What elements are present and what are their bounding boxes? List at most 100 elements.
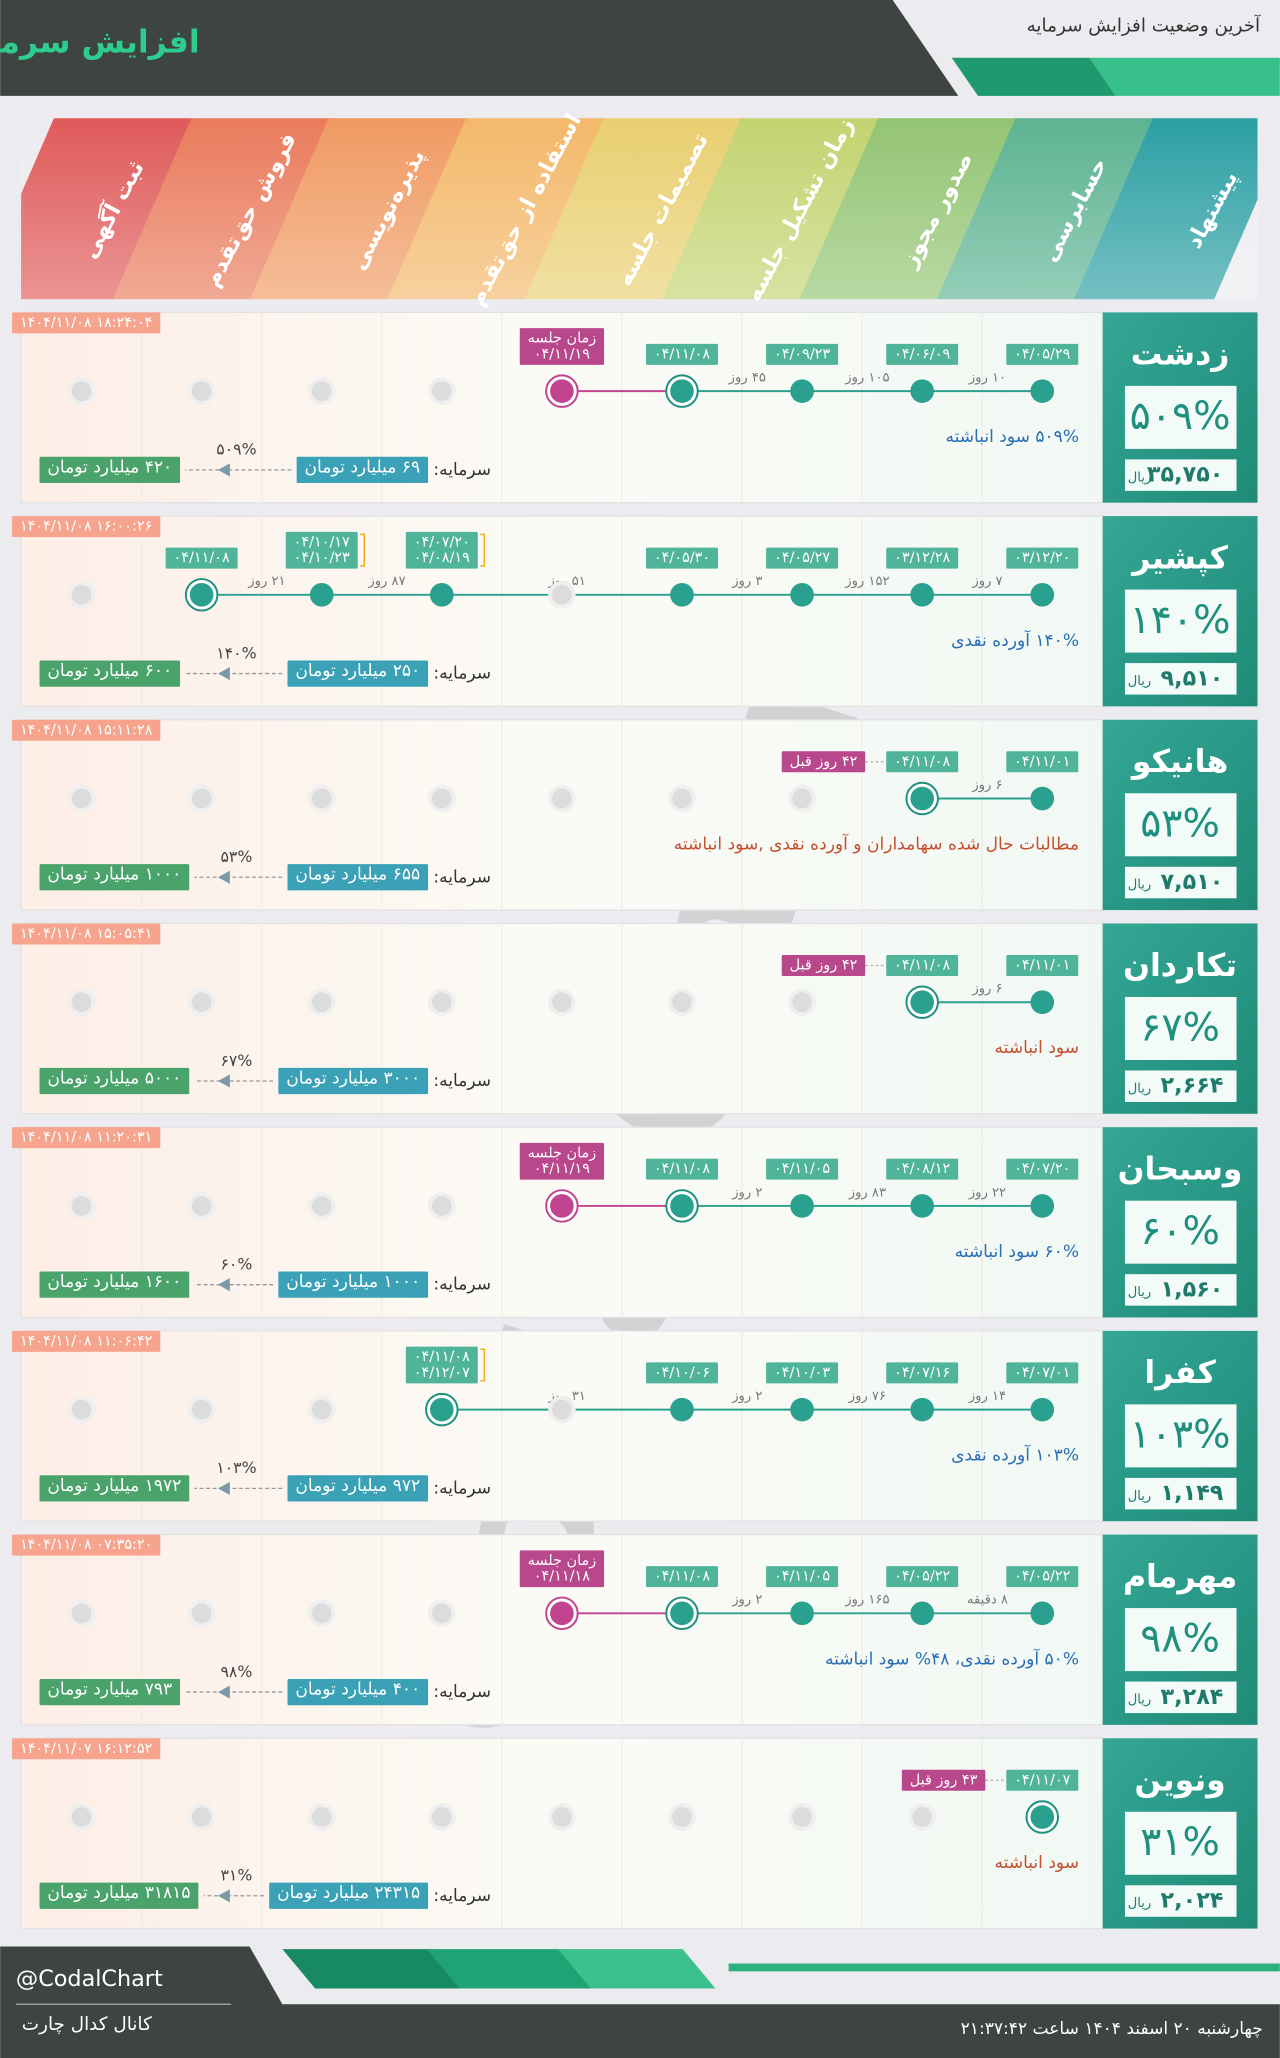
date-tag bbox=[646, 1362, 718, 1384]
ago-tag-text: ۴۲ روز قبل bbox=[790, 957, 858, 973]
capital-change: ۵۰۹% bbox=[216, 440, 256, 459]
company-price: ۹,۵۱۰ bbox=[1161, 665, 1224, 691]
company-price: ۳۵,۷۵۰ bbox=[1147, 462, 1224, 488]
description: سود انباشته bbox=[995, 1038, 1079, 1058]
date-tag-text: ۰۴/۰۵/۲۲ bbox=[894, 1569, 950, 1585]
gap-label: ۱۴ روز bbox=[968, 1389, 1006, 1404]
step-empty bbox=[428, 377, 456, 405]
capital-label: سرمایه: bbox=[433, 1275, 491, 1295]
step-empty bbox=[187, 1803, 216, 1831]
company-percent: ۶۷% bbox=[1140, 1004, 1220, 1050]
capital-box bbox=[287, 864, 429, 891]
gap-label: ۶ روز bbox=[971, 778, 1002, 793]
company-name: مهرمام bbox=[1123, 1559, 1237, 1595]
capital-box-text: ۴۰۰ میلیارد تومان bbox=[295, 1679, 420, 1699]
date-tag bbox=[646, 1158, 718, 1180]
new-capital-box bbox=[39, 1678, 181, 1706]
date-tag bbox=[766, 1566, 839, 1588]
percent-box bbox=[1124, 996, 1237, 1060]
ago-tag bbox=[781, 751, 866, 773]
step-done bbox=[1030, 990, 1055, 1015]
percent-box bbox=[1124, 793, 1237, 857]
capital-arrowhead bbox=[218, 463, 230, 477]
currency: ریال bbox=[1128, 1285, 1152, 1300]
step-empty bbox=[428, 1192, 456, 1220]
date-tag-text: ۰۴/۱۱/۰۵ bbox=[774, 1569, 830, 1585]
capital-label: سرمایه: bbox=[433, 460, 491, 480]
timestamp-text: ۱۴۰۴/۱۱/۰۸ ۰۷:۳۵:۲۰ bbox=[20, 1537, 152, 1553]
new-capital-box-text: ۵۰۰۰ میلیارد تومان bbox=[47, 1068, 181, 1088]
percent-box bbox=[1124, 1200, 1237, 1264]
step-empty bbox=[307, 784, 336, 813]
company-price: ۳,۲۸۴ bbox=[1161, 1684, 1224, 1710]
capital-change: ۶۰% bbox=[220, 1254, 252, 1273]
date-tag-text: زمان جلسه bbox=[528, 1553, 597, 1569]
gap-label: ۱۶۵ روز bbox=[844, 1593, 889, 1608]
new-capital-box bbox=[39, 1067, 190, 1095]
step-done bbox=[790, 379, 814, 403]
gap-label: ۷۶ روز bbox=[848, 1389, 886, 1404]
date-tag-text: ۰۴/۰۷/۲۰ bbox=[1014, 1161, 1070, 1177]
company-price: ۱,۵۶۰ bbox=[1161, 1276, 1224, 1302]
date-tag-text: ۰۴/۱۱/۱۸ bbox=[534, 1569, 590, 1585]
step-meeting-dot bbox=[550, 1601, 574, 1626]
date-bracket bbox=[480, 1348, 486, 1382]
description: مطالبات حال شده سهامداران و آورده نقدی ,… bbox=[674, 832, 1079, 854]
date-tag bbox=[1006, 954, 1079, 976]
header-title: افزایش سرمایه bbox=[0, 24, 200, 60]
capital-box-text: ۲۴۳۱۵ میلیارد تومان bbox=[277, 1883, 420, 1903]
step-empty bbox=[67, 1803, 96, 1831]
company-price: ۲,۰۲۴ bbox=[1161, 1888, 1224, 1914]
date-tag bbox=[519, 1550, 605, 1588]
capital-box bbox=[287, 660, 429, 687]
timestamp bbox=[12, 1330, 161, 1352]
percent-box bbox=[1124, 385, 1237, 449]
company-row: تکاردان ۶۷% ۲,۶۶۴ ریال ۱۴۰۴/۱۱/۰۸ ۱۵:۰۵:۴۱ ۰۴… bbox=[12, 922, 1258, 1115]
date-tag-text: ۰۳/۱۲/۲۸ bbox=[894, 550, 950, 566]
new-capital-box-text: ۷۹۳ میلیارد تومان bbox=[47, 1679, 172, 1699]
date-tag bbox=[766, 1362, 839, 1384]
step-done bbox=[309, 583, 334, 607]
new-capital-box-text: ۴۲۰ میلیارد تومان bbox=[47, 457, 172, 477]
gap-label: ۸۳ روز bbox=[848, 1185, 886, 1200]
date-tag bbox=[519, 1142, 605, 1180]
new-capital-box-text: ۳۱۸۱۵ میلیارد تومان bbox=[47, 1883, 190, 1903]
step-current-dot bbox=[1030, 1805, 1055, 1829]
company-price: ۲,۶۶۴ bbox=[1161, 1073, 1224, 1099]
step-done bbox=[910, 583, 934, 607]
date-tag-text: ۰۴/۰۹/۲۳ bbox=[774, 346, 830, 362]
company-percent: ۱۴۰% bbox=[1130, 597, 1231, 643]
step-empty bbox=[668, 1803, 696, 1831]
step-current-dot bbox=[430, 1397, 454, 1422]
step-done bbox=[910, 379, 934, 403]
description: ۱۴۰% آورده نقدی bbox=[951, 629, 1079, 651]
header-stripe bbox=[1089, 57, 1280, 96]
price-box bbox=[1124, 459, 1237, 491]
step-empty bbox=[67, 1599, 96, 1628]
capital-change: ۱۴۰% bbox=[216, 643, 256, 662]
date-tag-text: ۰۴/۰۷/۰۱ bbox=[1014, 1365, 1070, 1381]
company-percent: ۵۳% bbox=[1140, 801, 1220, 847]
date-tag-text: ۰۴/۱۱/۰۵ bbox=[774, 1161, 830, 1177]
step-done bbox=[1030, 786, 1055, 811]
timestamp-text: ۱۴۰۴/۱۱/۰۸ ۱۱:۲۰:۳۱ bbox=[20, 1130, 152, 1146]
step-current-dot bbox=[910, 990, 934, 1015]
company-row: هانیکو ۵۳% ۷,۵۱۰ ریال ۱۴۰۴/۱۱/۰۸ ۱۵:۱۱:۲۸ ۰۴/… bbox=[12, 719, 1258, 911]
header-stripe bbox=[951, 57, 1116, 96]
footer-datetime: چهارشنبه ۲۰ اسفند ۱۴۰۴ ساعت ۲۱:۳۷:۴۲ bbox=[961, 2019, 1263, 2039]
company-row: کفرا ۱۰۳% ۱,۱۴۹ ریال ۱۴۰۴/۱۱/۰۸ ۱۱:۰۶:۴۲ ۰۴/۱… bbox=[12, 1330, 1258, 1522]
capital-box-text: ۶۹ میلیارد تومان bbox=[305, 457, 421, 477]
price-box bbox=[1124, 663, 1237, 695]
capital-change: ۱۰۳% bbox=[216, 1458, 256, 1477]
capital-arrowhead bbox=[218, 1481, 230, 1495]
capital-arrowhead bbox=[218, 1278, 230, 1292]
company-row: مهرمام ۹۸% ۳,۲۸۴ ریال ۱۴۰۴/۱۱/۰۸ ۰۷:۳۵:۲۰ زما… bbox=[12, 1533, 1258, 1726]
date-tag-text: ۰۴/۱۱/۰۸ bbox=[414, 1349, 470, 1365]
step-empty bbox=[307, 988, 336, 1017]
capital-box-text: ۱۰۰۰ میلیارد تومان bbox=[286, 1272, 420, 1292]
step-done bbox=[790, 1601, 814, 1626]
date-tag bbox=[165, 547, 238, 569]
date-tag-text: ۰۴/۱۱/۰۸ bbox=[174, 550, 230, 566]
capital-box bbox=[278, 1067, 429, 1095]
